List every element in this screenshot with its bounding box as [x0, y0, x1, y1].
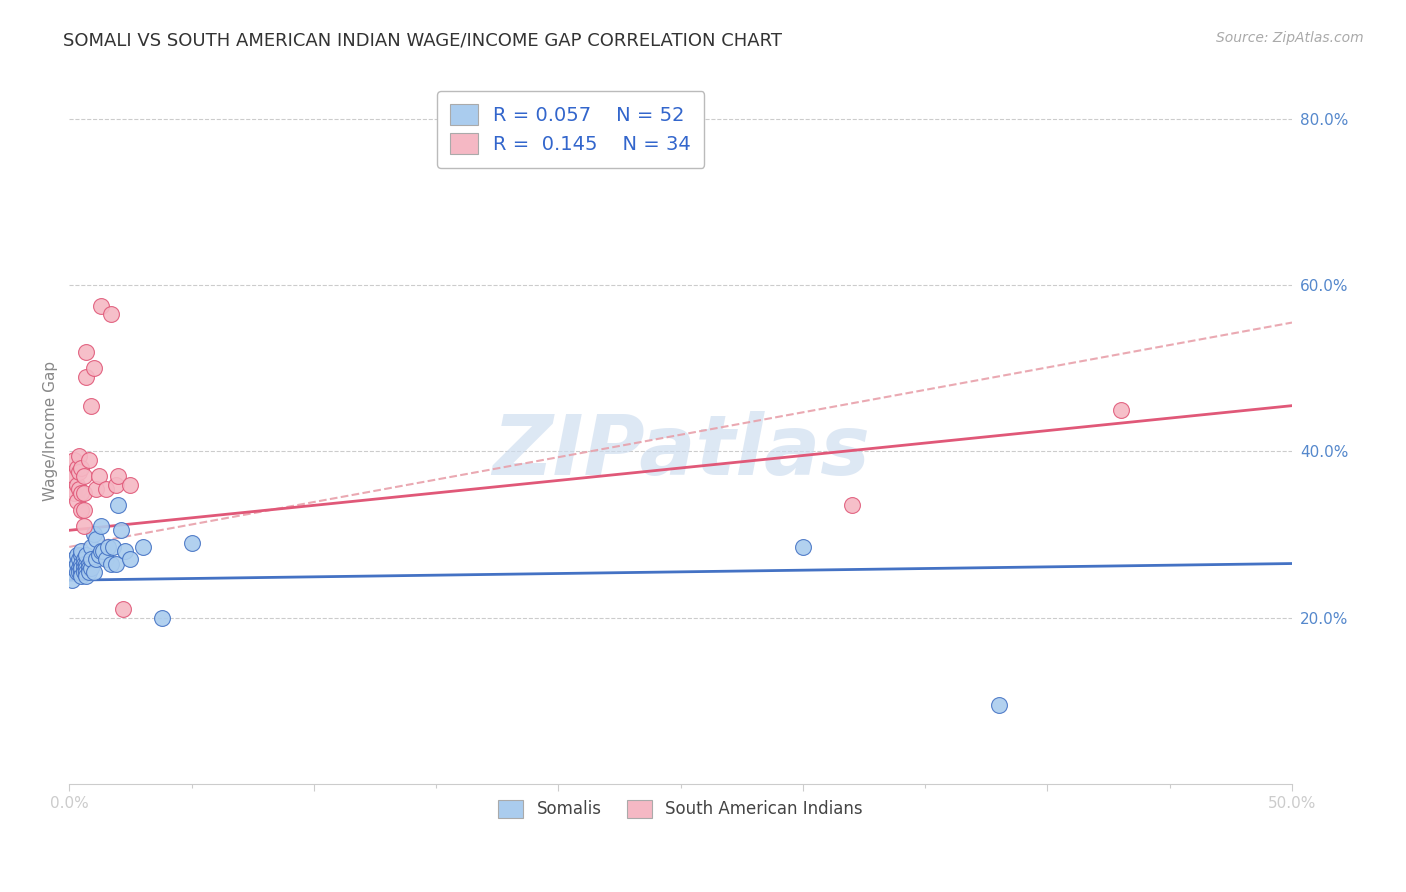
Point — [73, 486, 96, 500]
Point — [65, 461, 87, 475]
Point — [841, 499, 863, 513]
Point — [63, 560, 86, 574]
Point — [73, 519, 96, 533]
Point — [70, 544, 93, 558]
Point — [104, 477, 127, 491]
Text: Source: ZipAtlas.com: Source: ZipAtlas.com — [1216, 31, 1364, 45]
Point — [103, 540, 125, 554]
Point — [90, 519, 112, 533]
Point — [107, 469, 129, 483]
Point — [80, 552, 103, 566]
Point — [77, 565, 100, 579]
Point — [80, 560, 103, 574]
Point — [90, 299, 112, 313]
Point — [67, 565, 90, 579]
Legend: Somalis, South American Indians: Somalis, South American Indians — [492, 793, 869, 825]
Point — [84, 552, 107, 566]
Point — [65, 477, 87, 491]
Point — [93, 544, 115, 558]
Point — [77, 452, 100, 467]
Point — [70, 569, 93, 583]
Point — [75, 569, 97, 583]
Point — [65, 494, 87, 508]
Point — [84, 482, 107, 496]
Point — [70, 565, 93, 579]
Point — [987, 698, 1010, 712]
Point — [77, 557, 100, 571]
Point — [60, 573, 83, 587]
Point — [73, 469, 96, 483]
Point — [70, 502, 93, 516]
Point — [87, 548, 110, 562]
Point — [63, 486, 86, 500]
Point — [100, 307, 122, 321]
Point — [67, 560, 90, 574]
Point — [80, 399, 103, 413]
Point — [75, 557, 97, 571]
Point — [110, 524, 132, 538]
Point — [75, 565, 97, 579]
Point — [70, 486, 93, 500]
Point — [94, 552, 117, 566]
Point — [75, 344, 97, 359]
Point — [70, 560, 93, 574]
Point — [67, 552, 90, 566]
Point — [60, 469, 83, 483]
Point — [70, 461, 93, 475]
Point — [104, 557, 127, 571]
Point — [1109, 402, 1132, 417]
Point — [792, 540, 814, 554]
Point — [120, 477, 142, 491]
Point — [90, 544, 112, 558]
Point — [84, 532, 107, 546]
Point — [80, 540, 103, 554]
Point — [150, 610, 173, 624]
Point — [100, 557, 122, 571]
Point — [67, 482, 90, 496]
Text: ZIPatlas: ZIPatlas — [492, 411, 869, 492]
Point — [73, 560, 96, 574]
Point — [63, 452, 86, 467]
Point — [77, 560, 100, 574]
Point — [131, 540, 153, 554]
Point — [67, 449, 90, 463]
Y-axis label: Wage/Income Gap: Wage/Income Gap — [44, 360, 58, 500]
Point — [83, 527, 105, 541]
Point — [73, 502, 96, 516]
Point — [67, 465, 90, 479]
Point — [107, 499, 129, 513]
Point — [70, 557, 93, 571]
Point — [112, 602, 135, 616]
Point — [60, 482, 83, 496]
Point — [73, 565, 96, 579]
Point — [83, 565, 105, 579]
Point — [73, 557, 96, 571]
Point — [87, 469, 110, 483]
Point — [75, 548, 97, 562]
Point — [94, 482, 117, 496]
Point — [70, 548, 93, 562]
Text: SOMALI VS SOUTH AMERICAN INDIAN WAGE/INCOME GAP CORRELATION CHART: SOMALI VS SOUTH AMERICAN INDIAN WAGE/INC… — [63, 31, 782, 49]
Point — [63, 552, 86, 566]
Point — [83, 361, 105, 376]
Point — [120, 552, 142, 566]
Point — [65, 548, 87, 562]
Point — [65, 557, 87, 571]
Point — [75, 369, 97, 384]
Point — [180, 535, 202, 549]
Point — [97, 540, 120, 554]
Point — [63, 469, 86, 483]
Point — [75, 560, 97, 574]
Point — [73, 552, 96, 566]
Point — [114, 544, 136, 558]
Point — [65, 565, 87, 579]
